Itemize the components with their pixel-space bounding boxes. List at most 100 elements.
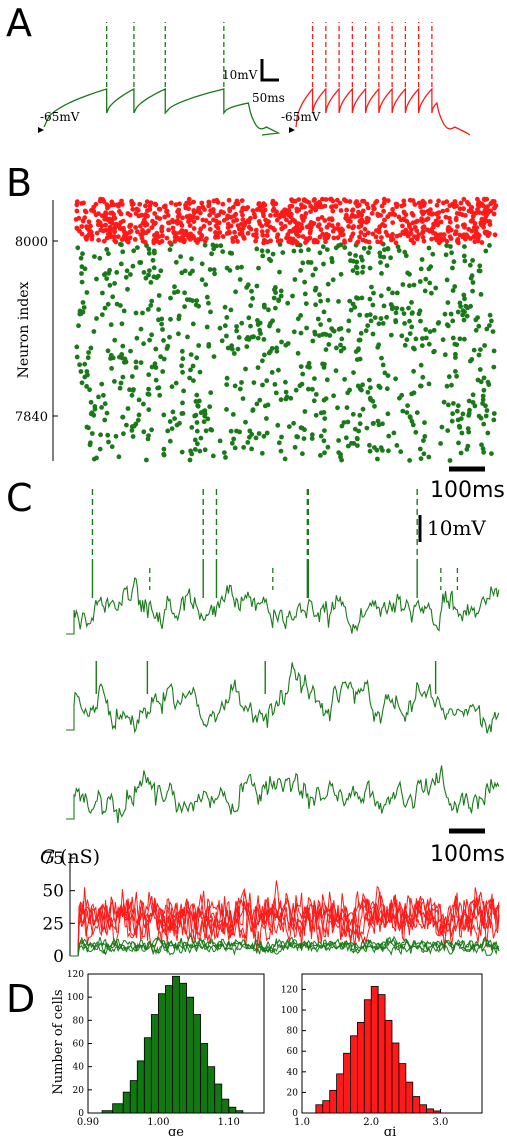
panel-label-b: B: [6, 161, 32, 205]
excitatory-spike: [335, 405, 340, 411]
excitatory-spike: [112, 337, 118, 343]
inhibitory-spike: [95, 222, 101, 228]
excitatory-spike: [401, 311, 407, 316]
excitatory-spike: [137, 260, 143, 265]
excitatory-spike: [100, 290, 105, 296]
excitatory-spike: [422, 434, 428, 439]
inhibitory-spike: [476, 203, 482, 209]
excitatory-spike: [288, 395, 294, 401]
excitatory-spike: [188, 448, 194, 454]
inhibitory-spike: [430, 211, 436, 217]
excitatory-spike: [135, 417, 141, 423]
excitatory-spike: [266, 350, 272, 356]
inhibitory-spike: [296, 207, 302, 213]
excitatory-spike: [74, 354, 80, 360]
inhibitory-spike: [461, 206, 466, 212]
excitatory-spike: [400, 408, 406, 414]
excitatory-spike: [300, 451, 305, 457]
excitatory-spike: [377, 250, 383, 256]
excitatory-spike: [148, 280, 154, 285]
inhibitory-spike: [178, 238, 184, 243]
inhibitory-spike: [262, 207, 268, 213]
excitatory-spike: [293, 387, 299, 393]
excitatory-spike: [461, 317, 467, 323]
panel-b-raster: 8000 7840 Neuron index 100ms: [15, 196, 505, 503]
excitatory-spike: [102, 272, 107, 278]
excitatory-spike: [487, 323, 492, 328]
excitatory-spike: [433, 285, 439, 291]
inhibitory-spike: [201, 223, 207, 229]
inhibitory-spike: [293, 238, 298, 244]
excitatory-spike: [120, 414, 125, 420]
inhibitory-spike: [412, 202, 418, 207]
excitatory-spike: [104, 410, 110, 416]
excitatory-spike: [375, 418, 381, 424]
inhibitory-spike: [439, 237, 445, 243]
excitatory-spike: [222, 304, 228, 310]
excitatory-spike: [109, 366, 114, 371]
inhibitory-spike: [421, 238, 427, 244]
inhibitory-spike: [311, 221, 317, 226]
excitatory-spike: [80, 251, 85, 257]
excitatory-spike: [480, 397, 486, 403]
excitatory-spike: [322, 361, 327, 367]
inhibitory-spike: [308, 228, 313, 234]
excitatory-spike: [451, 401, 456, 406]
inhibitory-spike: [234, 217, 240, 223]
excitatory-spike: [326, 342, 332, 347]
excitatory-spike: [180, 369, 186, 375]
excitatory-spike: [173, 380, 179, 386]
excitatory-spike: [125, 406, 131, 411]
scalebar-c-voltage-label: 10mV: [427, 516, 486, 540]
excitatory-spike: [276, 298, 281, 304]
inhibitory-spike: [358, 230, 364, 235]
excitatory-spike: [476, 323, 482, 329]
inhibitory-spike: [125, 211, 131, 216]
excitatory-spike: [336, 438, 341, 443]
excitatory-spike: [364, 425, 370, 431]
excitatory-spike: [462, 244, 467, 250]
excitatory-spike: [333, 245, 339, 251]
inhibitory-spike: [151, 238, 157, 244]
inhibitory-spike: [373, 234, 379, 240]
inhibitory-spike: [206, 199, 212, 205]
hist-bar: [391, 1042, 400, 1114]
excitatory-spike: [283, 389, 289, 395]
inhibitory-spike: [88, 223, 93, 229]
hist-bar: [101, 1110, 114, 1114]
excitatory-spike: [187, 375, 193, 381]
inhibitory-spike: [331, 235, 337, 241]
excitatory-spike: [423, 335, 429, 341]
hist-ytick-label: 60: [73, 1040, 85, 1050]
excitatory-spike: [454, 373, 459, 379]
excitatory-spike: [374, 447, 380, 453]
inhibitory-spike: [256, 201, 262, 207]
membrane-trace: [66, 765, 500, 824]
excitatory-spike: [481, 421, 487, 427]
excitatory-spike: [114, 301, 120, 307]
excitatory-spike: [194, 420, 200, 425]
inhibitory-spike: [344, 212, 349, 218]
excitatory-spike: [254, 283, 260, 289]
excitatory-spike: [345, 419, 351, 425]
excitatory-spike: [346, 328, 351, 333]
excitatory-spike: [471, 347, 477, 353]
inhibitory-spike: [130, 206, 136, 212]
hist-ytick-label: 40: [287, 1068, 299, 1078]
excitatory-spike: [446, 374, 452, 380]
excitatory-spike: [310, 386, 315, 392]
excitatory-spike: [208, 309, 213, 315]
inhibitory-spike: [317, 234, 323, 240]
inhibitory-spike: [112, 215, 118, 221]
excitatory-spike: [260, 358, 265, 364]
excitatory-spike: [134, 335, 140, 341]
inhibitory-spike: [84, 224, 89, 230]
inhibitory-spike: [304, 199, 310, 204]
excitatory-spike: [330, 328, 336, 333]
excitatory-spike: [297, 383, 303, 389]
inhibitory-spike: [124, 236, 130, 242]
excitatory-spike: [120, 374, 126, 380]
excitatory-spike: [231, 436, 237, 442]
hist-ytick-label: 120: [67, 970, 84, 980]
inhibitory-spike: [385, 232, 390, 238]
